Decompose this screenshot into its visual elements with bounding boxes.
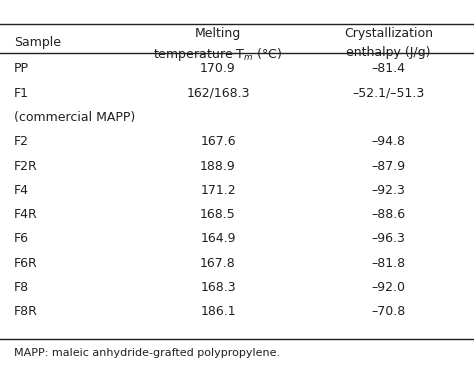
Text: Sample: Sample bbox=[14, 36, 61, 49]
Text: –94.8: –94.8 bbox=[372, 135, 406, 148]
Text: PP: PP bbox=[14, 62, 29, 75]
Text: –81.8: –81.8 bbox=[372, 257, 406, 270]
Text: Melting: Melting bbox=[195, 27, 241, 41]
Text: 186.1: 186.1 bbox=[200, 305, 236, 318]
Text: –88.6: –88.6 bbox=[372, 208, 406, 221]
Text: –87.9: –87.9 bbox=[372, 160, 406, 172]
Text: F4: F4 bbox=[14, 184, 29, 197]
Text: 171.2: 171.2 bbox=[200, 184, 236, 197]
Text: 167.6: 167.6 bbox=[200, 135, 236, 148]
Text: MAPP: maleic anhydride-grafted polypropylene.: MAPP: maleic anhydride-grafted polypropy… bbox=[14, 348, 280, 358]
Text: –92.0: –92.0 bbox=[372, 281, 406, 294]
Text: F6: F6 bbox=[14, 232, 29, 245]
Text: F6R: F6R bbox=[14, 257, 38, 270]
Text: F4R: F4R bbox=[14, 208, 38, 221]
Text: enthalpy (J/g): enthalpy (J/g) bbox=[346, 46, 431, 60]
Text: 168.3: 168.3 bbox=[200, 281, 236, 294]
Text: 162/168.3: 162/168.3 bbox=[186, 87, 250, 100]
Text: 170.9: 170.9 bbox=[200, 62, 236, 75]
Text: F2R: F2R bbox=[14, 160, 38, 172]
Text: –96.3: –96.3 bbox=[372, 232, 406, 245]
Text: temperature T$_m$ (°C): temperature T$_m$ (°C) bbox=[154, 46, 283, 63]
Text: 167.8: 167.8 bbox=[200, 257, 236, 270]
Text: 168.5: 168.5 bbox=[200, 208, 236, 221]
Text: F8: F8 bbox=[14, 281, 29, 294]
Text: –70.8: –70.8 bbox=[372, 305, 406, 318]
Text: F2: F2 bbox=[14, 135, 29, 148]
Text: Crystallization: Crystallization bbox=[344, 27, 433, 41]
Text: F8R: F8R bbox=[14, 305, 38, 318]
Text: –92.3: –92.3 bbox=[372, 184, 406, 197]
Text: –81.4: –81.4 bbox=[372, 62, 406, 75]
Text: F1: F1 bbox=[14, 87, 29, 100]
Text: (commercial MAPP): (commercial MAPP) bbox=[14, 111, 136, 124]
Text: 164.9: 164.9 bbox=[201, 232, 236, 245]
Text: 188.9: 188.9 bbox=[200, 160, 236, 172]
Text: –52.1/–51.3: –52.1/–51.3 bbox=[353, 87, 425, 100]
